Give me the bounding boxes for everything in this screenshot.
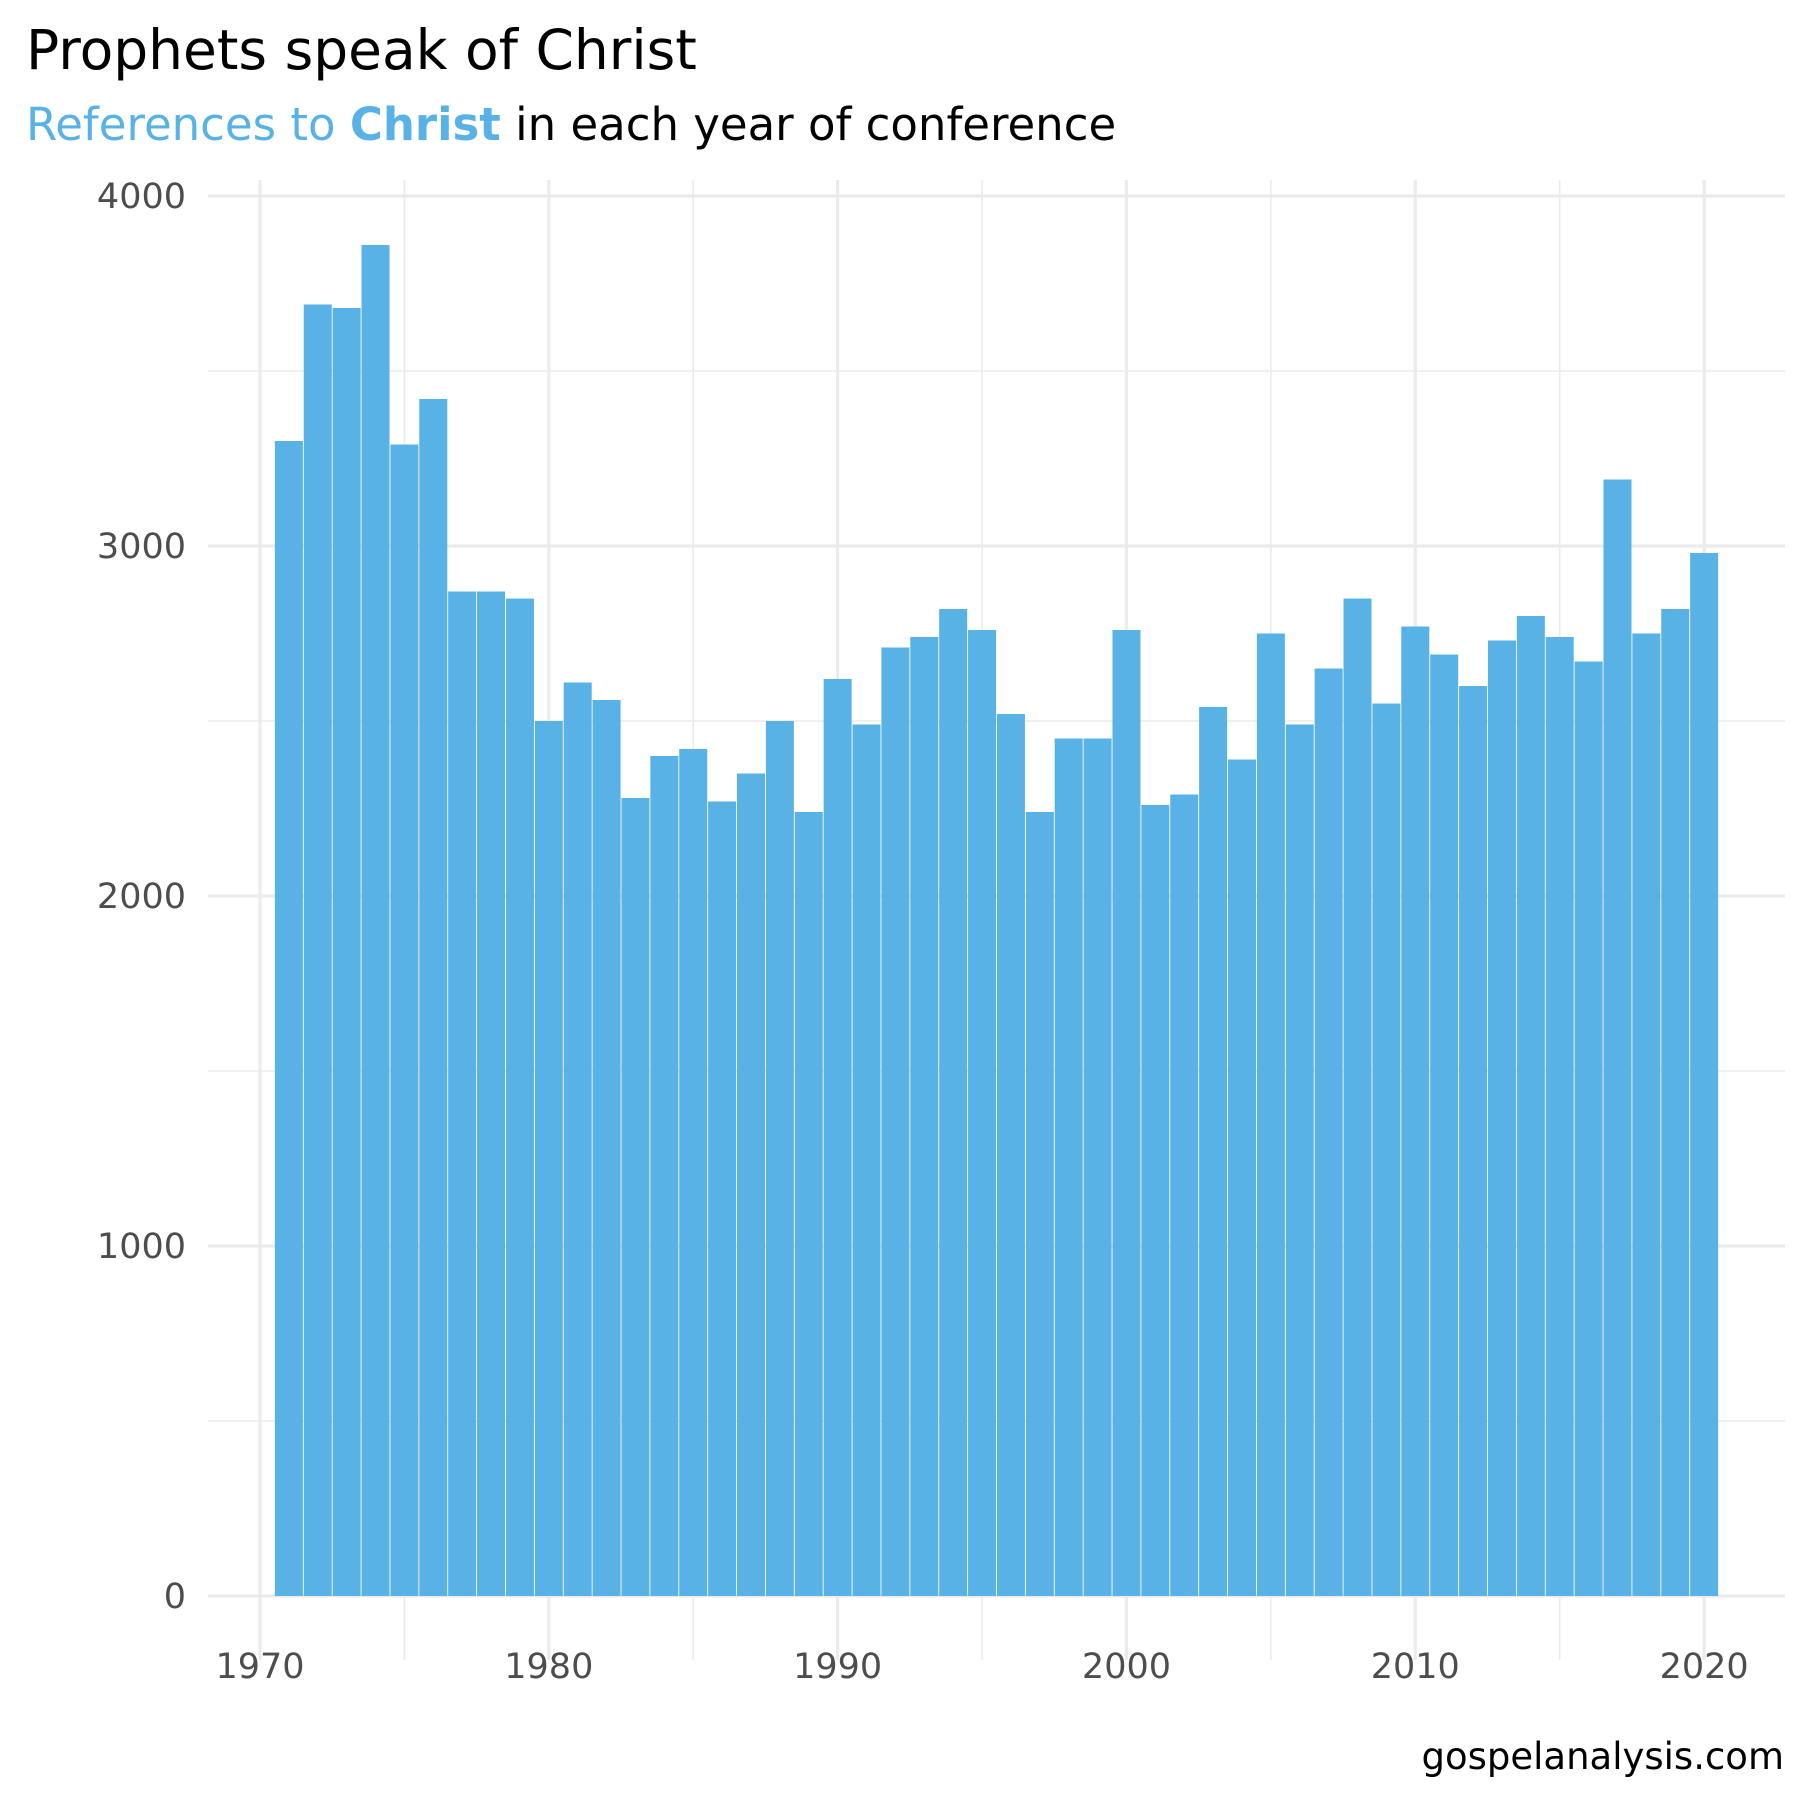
y-tick-label: 3000 <box>97 527 186 567</box>
x-tick-label: 2020 <box>1660 1647 1749 1687</box>
bar-2008 <box>1343 598 1372 1596</box>
bar-1986 <box>708 801 737 1596</box>
bar-1979 <box>505 598 534 1596</box>
bar-1996 <box>996 714 1025 1596</box>
x-tick-label: 1970 <box>215 1647 304 1687</box>
bar-2012 <box>1459 686 1488 1596</box>
bar-2015 <box>1545 637 1574 1596</box>
bar-2001 <box>1141 805 1170 1596</box>
bar-2005 <box>1256 633 1285 1596</box>
x-tick-label: 1980 <box>504 1647 593 1687</box>
y-tick-label: 1000 <box>97 1227 186 1267</box>
bar-1992 <box>881 647 910 1596</box>
bar-1989 <box>794 812 823 1596</box>
bar-1975 <box>390 444 419 1596</box>
source-caption: gospelanalysis.com <box>1421 1735 1784 1778</box>
bar-2016 <box>1574 661 1603 1596</box>
x-tick-label: 2010 <box>1371 1647 1460 1687</box>
y-tick-label: 2000 <box>97 877 186 917</box>
bar-2010 <box>1401 626 1430 1596</box>
bar-1990 <box>823 679 852 1596</box>
bar-2000 <box>1112 630 1141 1596</box>
x-tick-label: 1990 <box>793 1647 882 1687</box>
bar-1984 <box>650 756 679 1596</box>
bar-1971 <box>274 441 303 1596</box>
bar-1997 <box>1025 812 1054 1596</box>
bar-2009 <box>1372 703 1401 1596</box>
bar-2019 <box>1661 609 1690 1596</box>
bar-1983 <box>621 798 650 1596</box>
bar-2006 <box>1285 724 1314 1596</box>
bar-1977 <box>448 591 477 1596</box>
bar-1976 <box>419 399 448 1596</box>
bar-series <box>274 245 1719 1596</box>
bar-1991 <box>852 724 881 1596</box>
bar-2018 <box>1632 633 1661 1596</box>
bar-2002 <box>1170 794 1199 1596</box>
bar-1985 <box>679 749 708 1596</box>
x-axis-labels: 1970 1980 1990 2000 2010 2020 <box>215 1647 1748 1687</box>
y-axis-labels: 0 1000 2000 3000 4000 <box>97 177 186 1617</box>
subtitle-prefix: References to <box>26 98 350 151</box>
bar-1978 <box>477 591 506 1596</box>
bar-1993 <box>910 637 939 1596</box>
bar-1987 <box>736 773 766 1596</box>
bar-1973 <box>332 308 361 1596</box>
bar-2004 <box>1227 759 1257 1596</box>
bar-1981 <box>563 682 592 1596</box>
chart-subtitle: References to Christ in each year of con… <box>26 98 1116 151</box>
bar-1980 <box>534 721 563 1596</box>
y-tick-label: 0 <box>164 1577 186 1617</box>
bar-1988 <box>765 721 794 1596</box>
bar-1995 <box>968 630 997 1596</box>
bar-2007 <box>1314 668 1343 1596</box>
bar-1972 <box>303 304 332 1596</box>
bar-2011 <box>1430 654 1459 1596</box>
bar-1982 <box>592 700 621 1596</box>
bar-1999 <box>1083 738 1112 1596</box>
bar-2014 <box>1516 616 1545 1596</box>
bar-2003 <box>1199 707 1228 1596</box>
subtitle-suffix: in each year of conference <box>500 98 1117 151</box>
chart-title: Prophets speak of Christ <box>26 18 697 82</box>
x-tick-label: 2000 <box>1082 1647 1171 1687</box>
bar-1998 <box>1054 738 1083 1596</box>
bar-2017 <box>1603 479 1632 1596</box>
subtitle-highlight: Christ <box>349 98 501 151</box>
bar-2013 <box>1487 640 1516 1596</box>
bar-1974 <box>361 245 390 1596</box>
y-tick-label: 4000 <box>97 177 186 217</box>
bar-1994 <box>939 609 968 1596</box>
bar-2020 <box>1690 553 1719 1596</box>
